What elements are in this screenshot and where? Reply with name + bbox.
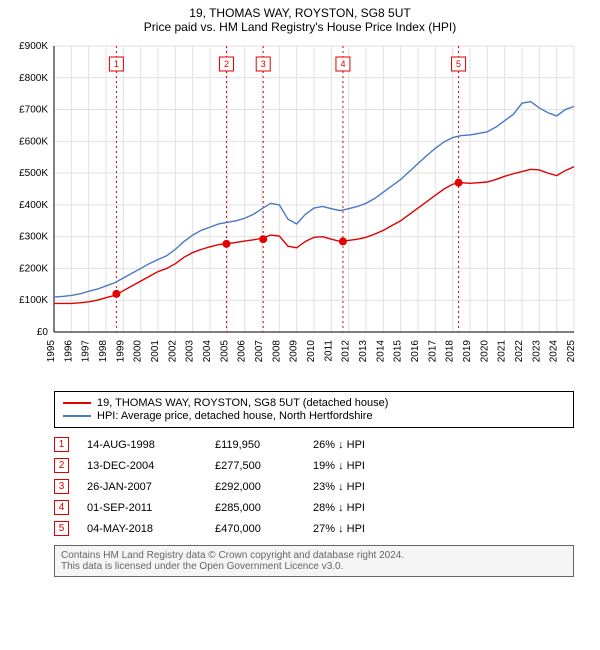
svg-text:£500K: £500K xyxy=(19,168,48,179)
sale-marker-icon: 1 xyxy=(54,437,69,452)
legend-swatch xyxy=(63,402,91,404)
sale-marker-icon: 4 xyxy=(54,500,69,515)
svg-text:2020: 2020 xyxy=(479,340,490,363)
svg-text:£700K: £700K xyxy=(19,105,48,116)
svg-text:£0: £0 xyxy=(37,327,49,338)
svg-text:£800K: £800K xyxy=(19,73,48,84)
legend-item: 19, THOMAS WAY, ROYSTON, SG8 5UT (detach… xyxy=(63,397,565,409)
svg-text:1997: 1997 xyxy=(81,340,92,363)
footer-attribution: Contains HM Land Registry data © Crown c… xyxy=(54,545,574,577)
sales-table: 1 14-AUG-1998 £119,950 26% ↓ HPI 2 13-DEC-200… xyxy=(54,434,574,539)
svg-text:1995: 1995 xyxy=(46,340,57,363)
legend: 19, THOMAS WAY, ROYSTON, SG8 5UT (detach… xyxy=(54,391,574,428)
legend-label: HPI: Average price, detached house, Nort… xyxy=(97,410,373,422)
sale-price: £119,950 xyxy=(215,439,295,451)
page-subtitle: Price paid vs. HM Land Registry's House … xyxy=(6,20,594,34)
svg-text:5: 5 xyxy=(456,59,461,69)
svg-text:1996: 1996 xyxy=(63,340,74,363)
svg-text:2017: 2017 xyxy=(427,340,438,363)
sale-diff: 19% ↓ HPI xyxy=(313,460,365,472)
svg-text:£900K: £900K xyxy=(19,41,48,52)
page-title: 19, THOMAS WAY, ROYSTON, SG8 5UT xyxy=(6,6,594,20)
sales-row: 2 13-DEC-2004 £277,500 19% ↓ HPI xyxy=(54,455,574,476)
legend-label: 19, THOMAS WAY, ROYSTON, SG8 5UT (detach… xyxy=(97,397,388,409)
chart-container: £0 £100K £200K £300K £400K £500K £600K £700K £80… xyxy=(6,38,594,385)
legend-swatch xyxy=(63,415,91,417)
svg-text:2024: 2024 xyxy=(549,340,560,363)
sales-row: 5 04-MAY-2018 £470,000 27% ↓ HPI xyxy=(54,518,574,539)
svg-text:2012: 2012 xyxy=(341,340,352,363)
sale-date: 04-MAY-2018 xyxy=(87,523,197,535)
svg-text:2007: 2007 xyxy=(254,340,265,363)
svg-text:1: 1 xyxy=(114,59,119,69)
svg-text:2022: 2022 xyxy=(514,340,525,363)
sales-row: 3 26-JAN-2007 £292,000 23% ↓ HPI xyxy=(54,476,574,497)
sale-diff: 27% ↓ HPI xyxy=(313,523,365,535)
sale-price: £292,000 xyxy=(215,481,295,493)
sale-diff: 26% ↓ HPI xyxy=(313,439,365,451)
svg-text:2004: 2004 xyxy=(202,340,213,363)
price-chart: £0 £100K £200K £300K £400K £500K £600K £700K £80… xyxy=(6,38,590,380)
legend-item: HPI: Average price, detached house, Nort… xyxy=(63,410,565,422)
svg-text:4: 4 xyxy=(340,59,345,69)
sale-price: £470,000 xyxy=(215,523,295,535)
sale-marker-icon: 2 xyxy=(54,458,69,473)
svg-text:1998: 1998 xyxy=(98,340,109,363)
svg-text:2006: 2006 xyxy=(237,340,248,363)
svg-text:£600K: £600K xyxy=(19,136,48,147)
sale-date: 13-DEC-2004 xyxy=(87,460,197,472)
svg-text:2010: 2010 xyxy=(306,340,317,363)
svg-text:2002: 2002 xyxy=(167,340,178,363)
sale-date: 14-AUG-1998 xyxy=(87,439,197,451)
svg-text:£300K: £300K xyxy=(19,232,48,243)
svg-text:2015: 2015 xyxy=(393,340,404,363)
svg-text:2025: 2025 xyxy=(566,340,577,363)
sale-diff: 28% ↓ HPI xyxy=(313,502,365,514)
footer-line: This data is licensed under the Open Gov… xyxy=(61,561,567,572)
svg-text:2: 2 xyxy=(224,59,229,69)
sale-price: £277,500 xyxy=(215,460,295,472)
svg-text:2018: 2018 xyxy=(445,340,456,363)
sale-date: 26-JAN-2007 xyxy=(87,481,197,493)
sales-row: 1 14-AUG-1998 £119,950 26% ↓ HPI xyxy=(54,434,574,455)
svg-text:2011: 2011 xyxy=(323,340,334,362)
svg-text:2021: 2021 xyxy=(497,340,508,363)
svg-text:2016: 2016 xyxy=(410,340,421,363)
svg-text:2023: 2023 xyxy=(531,340,542,363)
svg-text:2003: 2003 xyxy=(185,340,196,363)
svg-text:£100K: £100K xyxy=(19,295,48,306)
svg-text:2009: 2009 xyxy=(289,340,300,363)
sales-row: 4 01-SEP-2011 £285,000 28% ↓ HPI xyxy=(54,497,574,518)
svg-text:2001: 2001 xyxy=(150,340,161,363)
footer-line: Contains HM Land Registry data © Crown c… xyxy=(61,550,567,561)
svg-text:£200K: £200K xyxy=(19,263,48,274)
svg-text:2014: 2014 xyxy=(375,340,386,363)
svg-text:£400K: £400K xyxy=(19,200,48,211)
svg-text:2013: 2013 xyxy=(358,340,369,363)
svg-text:2008: 2008 xyxy=(271,340,282,363)
svg-text:2000: 2000 xyxy=(133,340,144,363)
sale-marker-icon: 5 xyxy=(54,521,69,536)
sale-price: £285,000 xyxy=(215,502,295,514)
svg-text:2005: 2005 xyxy=(219,340,230,363)
sale-marker-icon: 3 xyxy=(54,479,69,494)
svg-text:2019: 2019 xyxy=(462,340,473,363)
sale-diff: 23% ↓ HPI xyxy=(313,481,365,493)
sale-date: 01-SEP-2011 xyxy=(87,502,197,514)
svg-text:1999: 1999 xyxy=(115,340,126,363)
svg-text:3: 3 xyxy=(261,59,266,69)
